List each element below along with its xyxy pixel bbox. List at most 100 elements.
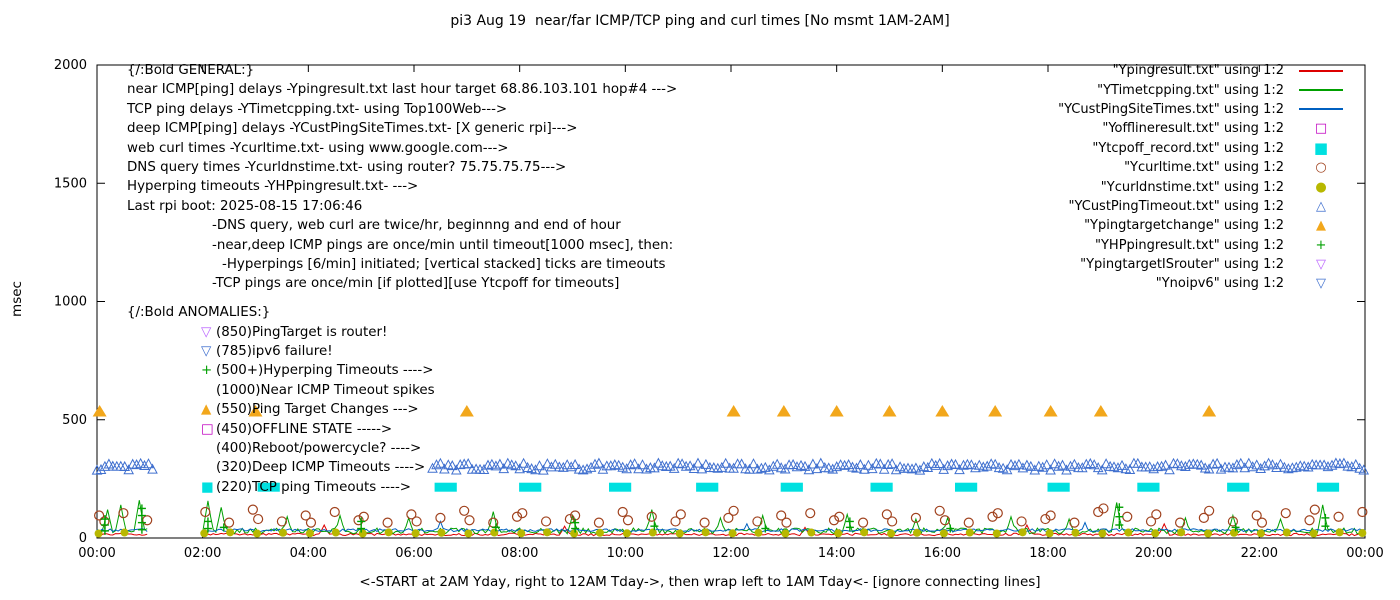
- anomaly-text: (450)OFFLINE STATE ----->: [216, 421, 393, 437]
- marker-open-triangle-down-icon: ▽: [201, 343, 212, 359]
- anomaly-text: (785)ipv6 failure!: [216, 343, 333, 359]
- open-square-icon: □: [1314, 121, 1328, 137]
- legend-item-Ycurldnstime: "Ycurldnstime.txt" using 1:2 ●: [1058, 177, 1350, 196]
- line-sample-icon: [1299, 108, 1343, 111]
- anomaly-item: (400)Reboot/powercycle? ---->: [127, 439, 435, 458]
- open-circle-icon: ○: [1315, 160, 1327, 176]
- legend-label: "Ycurltime.txt" using 1:2: [1124, 160, 1284, 176]
- x-tick-label: 08:00: [501, 546, 538, 561]
- anomaly-text: (400)Reboot/powercycle? ---->: [216, 440, 422, 456]
- legend-label: "Yofflineresult.txt" using 1:2: [1102, 121, 1284, 137]
- legend-item-Ycurltime: "Ycurltime.txt" using 1:2 ○: [1058, 158, 1350, 177]
- marker-filled-triangle-up-icon: ▲: [201, 402, 212, 418]
- x-axis-label: <-START at 2AM Yday, right to 12AM Tday-…: [359, 574, 1041, 590]
- anomaly-item: ■ (220)TCP ping Timeouts ---->: [127, 478, 435, 497]
- anomaly-item: ▽ (785)ipv6 failure!: [127, 342, 435, 361]
- line-sample-icon: [1299, 69, 1343, 72]
- legend: "Ypingresult.txt" using 1:2 "YTimetcpping…: [1058, 61, 1350, 294]
- general-line: web curl times -Ycurltime.txt- using www…: [127, 140, 509, 156]
- y-tick-label: 0: [79, 531, 87, 546]
- anomaly-item: (320)Deep ICMP Timeouts ---->: [127, 458, 435, 477]
- general-line: -Hyperpings [6/min] initiated; [vertical…: [222, 256, 666, 272]
- x-tick-label: 02:00: [184, 546, 221, 561]
- open-triangle-down-icon: ▽: [1316, 276, 1326, 292]
- anomalies-header: {/:Bold ANOMALIES:}: [127, 305, 271, 321]
- anomalies-annotations: {/:Bold ANOMALIES:} ▽ (850)PingTarget is r…: [127, 303, 435, 497]
- x-tick-label: 12:00: [712, 546, 749, 561]
- filled-circle-icon: ●: [1315, 179, 1327, 195]
- legend-item-YpingtargetISrouter: "YpingtargetISrouter" using 1:2 ▽: [1058, 255, 1350, 274]
- line-sample-icon: [1299, 89, 1343, 92]
- y-tick-label: 1000: [54, 295, 87, 310]
- legend-label: "YCustPingSiteTimes.txt" using 1:2: [1058, 101, 1284, 117]
- y-axis-label: msec: [9, 281, 25, 317]
- legend-item-YTimetcpping: "YTimetcpping.txt" using 1:2: [1058, 80, 1350, 99]
- x-tick-label: 20:00: [1135, 546, 1172, 561]
- x-tick-label: 10:00: [607, 546, 644, 561]
- x-tick-label: 00:00: [78, 546, 115, 561]
- anomaly-text: (550)Ping Target Changes --->: [216, 402, 419, 418]
- legend-label: "YpingtargetISrouter" using 1:2: [1080, 257, 1284, 273]
- anomaly-item: ▽ (850)PingTarget is router!: [127, 322, 435, 341]
- plus-icon: +: [1315, 237, 1327, 253]
- anomaly-item: (1000)Near ICMP Timeout spikes: [127, 381, 435, 400]
- legend-item-Ypingtargetchange: "Ypingtargetchange" using 1:2 ▲: [1058, 216, 1350, 235]
- legend-item-YHPpingresult: "YHPpingresult.txt" using 1:2 +: [1058, 236, 1350, 255]
- axes: 00:00 02:00 04:00 06:00 08:00 10:00 12:00 14:00…: [54, 58, 1384, 561]
- legend-item-Yofflineresult: "Yofflineresult.txt" using 1:2 □: [1058, 119, 1350, 138]
- legend-item-Ypingresult: "Ypingresult.txt" using 1:2: [1058, 61, 1350, 80]
- open-triangle-down-icon: ▽: [1316, 257, 1326, 273]
- anomaly-text: (220)TCP ping Timeouts ---->: [216, 479, 412, 495]
- y-tick-label: 500: [62, 413, 87, 428]
- marker-open-square-icon: □: [201, 421, 214, 437]
- legend-item-YCustPingSiteTimes: "YCustPingSiteTimes.txt" using 1:2: [1058, 100, 1350, 119]
- legend-item-Ytcpoff_record: "Ytcpoff_record.txt" using 1:2 ■: [1058, 139, 1350, 158]
- marker-filled-square-icon: ■: [201, 479, 214, 495]
- anomaly-item: ▲ (550)Ping Target Changes --->: [127, 400, 435, 419]
- general-line: near ICMP[ping] delays -Ypingresult.txt …: [127, 82, 678, 98]
- anomaly-item: □ (450)OFFLINE STATE ----->: [127, 419, 435, 438]
- general-line: -TCP pings are once/min [if plotted][use…: [212, 276, 620, 292]
- chart-title: pi3 Aug 19 near/far ICMP/TCP ping and cu…: [450, 13, 950, 29]
- y-tick-label: 2000: [54, 58, 87, 73]
- anomaly-text: (500+)Hyperping Timeouts ---->: [216, 363, 434, 379]
- filled-triangle-up-icon: ▲: [1316, 218, 1326, 234]
- anomaly-text: (1000)Near ICMP Timeout spikes: [216, 382, 435, 398]
- series-Ycurldnstime.txt: [94, 528, 1367, 538]
- x-tick-label: 22:00: [1241, 546, 1278, 561]
- general-line: DNS query times -Ycurldnstime.txt- using…: [127, 159, 567, 175]
- series-Ycurltime.txt: [94, 503, 1368, 528]
- series-YCustPingTimeout.txt: [91, 457, 1370, 475]
- x-tick-label: 04:00: [290, 546, 327, 561]
- legend-label: "YCustPingTimeout.txt" using 1:2: [1068, 198, 1284, 214]
- anomaly-item: + (500+)Hyperping Timeouts ---->: [127, 361, 435, 380]
- general-line: deep ICMP[ping] delays -YCustPingSiteTim…: [127, 121, 578, 137]
- general-line: -DNS query, web curl are twice/hr, begin…: [212, 218, 621, 234]
- legend-item-YCustPingTimeout: "YCustPingTimeout.txt" using 1:2 △: [1058, 197, 1350, 216]
- series-YHPpingresult.txt: [100, 503, 1330, 535]
- y-tick-label: 1500: [54, 176, 87, 191]
- series-Ytcpoff_record.txt: [257, 482, 1340, 492]
- x-tick-label: 14:00: [818, 546, 855, 561]
- legend-label: "Ypingresult.txt" using 1:2: [1112, 63, 1284, 79]
- legend-label: "Ypingtargetchange" using 1:2: [1084, 218, 1284, 234]
- anomaly-text: (320)Deep ICMP Timeouts ---->: [216, 460, 426, 476]
- legend-label: "YHPpingresult.txt" using 1:2: [1095, 237, 1284, 253]
- line-icon: [1292, 108, 1350, 111]
- filled-square-icon: ■: [1313, 139, 1329, 158]
- general-line: -near,deep ICMP pings are once/min until…: [212, 237, 674, 253]
- series-Ypingtargetchange: [92, 404, 1217, 417]
- marker-plus-icon: +: [201, 363, 213, 379]
- x-tick-label: 00:00: [1346, 546, 1383, 561]
- anomaly-text: (850)PingTarget is router!: [216, 324, 388, 340]
- x-tick-label: 06:00: [395, 546, 432, 561]
- legend-label: "Ytcpoff_record.txt" using 1:2: [1092, 140, 1284, 156]
- legend-label: "Ynoipv6" using 1:2: [1155, 276, 1284, 292]
- line-icon: [1292, 89, 1350, 92]
- open-triangle-up-icon: △: [1316, 198, 1326, 214]
- general-line: Hyperping timeouts -YHPpingresult.txt- -…: [127, 179, 419, 195]
- general-line: {/:Bold GENERAL:}: [127, 63, 255, 78]
- general-annotations: {/:Bold GENERAL:} near ICMP[ping] delays …: [127, 63, 677, 296]
- legend-label: "YTimetcpping.txt" using 1:2: [1097, 82, 1284, 98]
